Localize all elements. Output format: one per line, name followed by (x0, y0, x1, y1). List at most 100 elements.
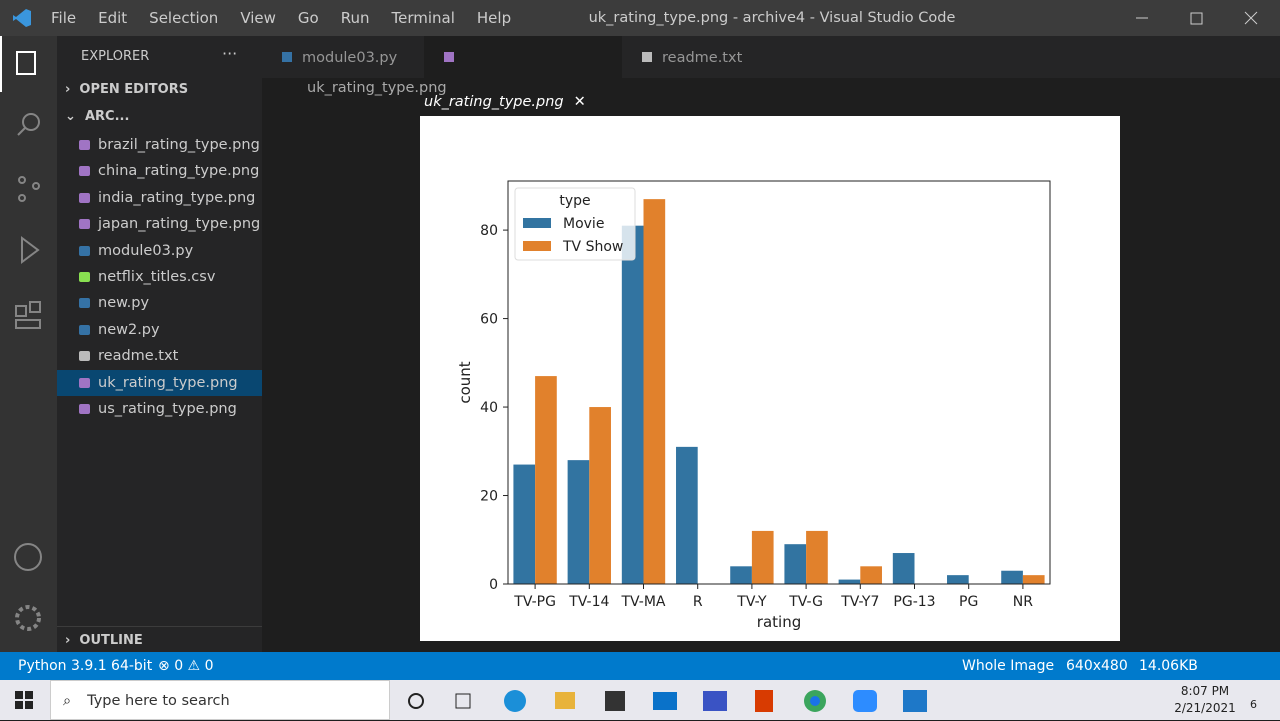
menu-item[interactable]: Run (340, 9, 370, 27)
bar (730, 566, 752, 584)
file-icon (79, 351, 90, 362)
y-tick-label: 80 (480, 223, 498, 239)
file-icon (79, 403, 90, 414)
file-item[interactable]: new.py (57, 290, 262, 316)
x-tick-label: TV-MA (620, 594, 665, 610)
outline-label: OUTLINE (79, 633, 143, 648)
file-item[interactable]: india_rating_type.png (57, 185, 262, 211)
file-item[interactable]: japan_rating_type.png (57, 211, 262, 237)
tab-label: module03.py (302, 50, 398, 66)
tab-icon (444, 52, 454, 62)
file-item[interactable]: new2.py (57, 317, 262, 343)
file-icon (79, 166, 90, 177)
x-axis-label: rating (757, 613, 801, 631)
file-item[interactable]: china_rating_type.png (57, 158, 262, 184)
file-item[interactable]: us_rating_type.png (57, 396, 262, 422)
title-bar: File Edit Selection View Go Run Terminal Help u… (0, 0, 1280, 36)
problems[interactable]: ⊗ 0 ⚠ 0 (158, 658, 214, 674)
legend-label: TV Show (562, 239, 623, 255)
activity-bar (0, 36, 57, 652)
legend-swatch (523, 241, 551, 251)
folder-label: ARC... (84, 109, 130, 124)
editor-tab[interactable]: uk_rating_type.png ✕ (424, 36, 622, 110)
zoom[interactable]: Whole Image (962, 658, 1055, 674)
file-item[interactable]: module03.py (57, 238, 262, 264)
bar (947, 575, 969, 584)
time: 8:07 PM (1180, 684, 1230, 698)
menu-item[interactable]: Edit (98, 9, 128, 27)
taskbar-apps[interactable] (400, 686, 940, 716)
menu-item[interactable]: Terminal (391, 9, 455, 27)
outline[interactable]: › OUTLINE (57, 626, 262, 654)
menu-item[interactable]: View (240, 9, 276, 27)
x-tick-label: TV-14 (568, 594, 609, 610)
file-name: japan_rating_type.png (98, 216, 261, 233)
activity-icons[interactable] (0, 36, 57, 652)
editor-tab[interactable]: readme.txt (622, 36, 762, 78)
file-icon (79, 192, 90, 203)
file-icon (79, 140, 90, 150)
more-actions[interactable]: ··· (222, 44, 238, 63)
x-tick-label: TV-Y (736, 594, 767, 610)
x-tick-label: TV-PG (513, 594, 556, 610)
explorer-header: EXPLORER (81, 49, 150, 64)
bar (643, 199, 666, 584)
tab-close[interactable]: ✕ (573, 94, 586, 110)
search-box[interactable]: ⌕ Type here to search (50, 680, 390, 720)
file-name: module03.py (98, 242, 194, 259)
open-editors[interactable]: › OPEN EDITORS (65, 82, 189, 97)
tab-bar: module03.py uk_rating_type.png ✕ readme.txt (262, 36, 1280, 110)
y-axis-label: count (456, 361, 474, 403)
y-tick-label: 60 (480, 312, 498, 328)
bar (513, 464, 536, 584)
tab-icon (282, 52, 292, 62)
image-preview: 0 20 40 60 80 TV-PG TV-14 TV-MA R TV-Y TV-G TV-Y7 PG… (420, 116, 1120, 641)
bar (784, 544, 807, 584)
file-item[interactable]: brazil_rating_type.png (57, 132, 262, 158)
file-item[interactable]: netflix_titles.csv (57, 264, 262, 290)
bar (838, 579, 861, 584)
axes-frame (507, 180, 1051, 585)
file-item[interactable]: readme.txt (57, 343, 262, 369)
bar (676, 446, 698, 584)
window-controls[interactable] (1130, 8, 1270, 28)
legend-swatch (523, 218, 551, 228)
bar (1022, 575, 1045, 584)
clock[interactable]: 8:07 PM 2/21/2021 (1170, 683, 1240, 717)
menu-item[interactable]: File (51, 9, 77, 27)
bar (589, 407, 611, 584)
vscode-logo (13, 9, 31, 27)
start-button[interactable] (15, 691, 33, 709)
tab-icon (642, 52, 652, 62)
bar (892, 553, 915, 584)
file-list: brazil_rating_type.png china_rating_type.… (57, 132, 262, 422)
folder[interactable]: ⌄ ARC... (65, 109, 130, 124)
menu-item[interactable]: Help (476, 9, 512, 27)
search-placeholder: Type here to search (87, 693, 230, 709)
file-name: us_rating_type.png (98, 400, 237, 417)
file-name: india_rating_type.png (98, 189, 256, 206)
bar (567, 460, 590, 584)
menu-item[interactable]: Selection (149, 9, 219, 27)
editor-tab[interactable]: module03.py (262, 36, 424, 78)
menu-item[interactable]: Go (297, 9, 319, 27)
legend-label: Movie (563, 216, 604, 232)
chart: 0 20 40 60 80 TV-PG TV-14 TV-MA R TV-Y TV-G TV-Y7 PG… (456, 180, 1051, 631)
file-icon (79, 298, 90, 309)
file-name: uk_rating_type.png (98, 374, 238, 391)
y-tick-label: 0 (489, 577, 498, 593)
interpreter[interactable]: Python 3.9.1 64-bit (18, 658, 153, 674)
file-icon (79, 377, 90, 388)
notification-count[interactable]: 6 (1250, 698, 1257, 711)
date: 2/21/2021 (1174, 701, 1236, 715)
file-icon (79, 245, 90, 256)
file-name: brazil_rating_type.png (98, 137, 260, 153)
file-name: netflix_titles.csv (98, 268, 216, 285)
file-name: readme.txt (98, 348, 179, 365)
bar (751, 530, 774, 584)
file-item[interactable]: uk_rating_type.png (57, 369, 262, 396)
breadcrumb[interactable]: uk_rating_type.png (307, 80, 447, 96)
file-icon (79, 271, 90, 282)
open-editors-label: OPEN EDITORS (79, 82, 189, 97)
